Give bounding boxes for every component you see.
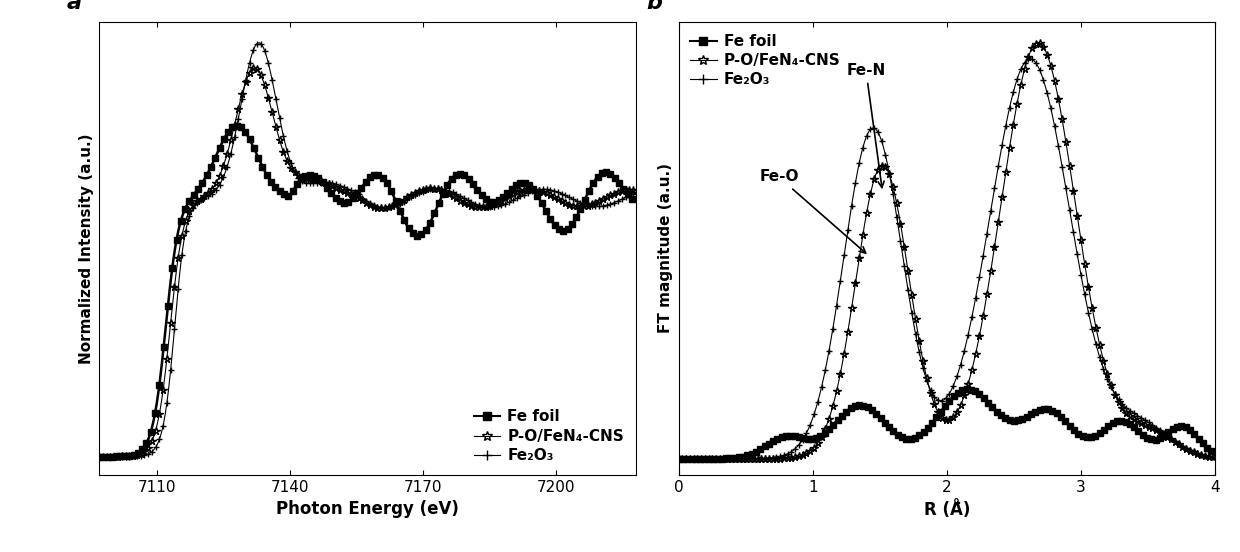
Text: Fe-O: Fe-O (759, 169, 866, 253)
Legend: Fe foil, P-O/FeN₄-CNS, Fe₂O₃: Fe foil, P-O/FeN₄-CNS, Fe₂O₃ (686, 29, 844, 92)
Text: Fe-N: Fe-N (847, 63, 885, 188)
Text: b: b (646, 0, 662, 13)
Y-axis label: FT magnitude (a.u.): FT magnitude (a.u.) (658, 163, 673, 333)
X-axis label: R (Å̇): R (Å̇) (924, 500, 970, 519)
Y-axis label: Normalized Intensity (a.u.): Normalized Intensity (a.u.) (78, 133, 94, 364)
Text: a: a (67, 0, 82, 13)
X-axis label: Photon Energy (eV): Photon Energy (eV) (277, 500, 459, 518)
Legend: Fe foil, P-O/FeN₄-CNS, Fe₂O₃: Fe foil, P-O/FeN₄-CNS, Fe₂O₃ (470, 405, 629, 468)
